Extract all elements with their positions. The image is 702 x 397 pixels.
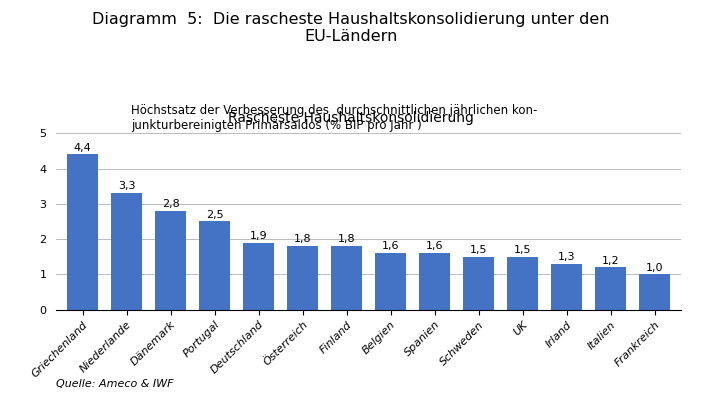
Bar <box>67 154 98 310</box>
Text: 2,8: 2,8 <box>161 199 180 209</box>
Text: Höchstsatz der Verbesserung des  durchschnittlichen jährlichen kon-
junkturberei: Höchstsatz der Verbesserung des durchsch… <box>131 104 538 132</box>
Text: 1,2: 1,2 <box>602 256 619 266</box>
Text: 1,3: 1,3 <box>558 252 576 262</box>
Text: 1,0: 1,0 <box>646 262 663 273</box>
Bar <box>551 264 582 310</box>
Bar <box>507 257 538 310</box>
Text: 1,6: 1,6 <box>382 241 399 251</box>
Text: 2,5: 2,5 <box>206 210 223 220</box>
Bar <box>331 246 362 310</box>
Bar <box>639 274 670 310</box>
Text: 1,5: 1,5 <box>514 245 531 255</box>
Bar <box>375 253 406 310</box>
Text: 1,6: 1,6 <box>426 241 443 251</box>
Text: 1,8: 1,8 <box>338 234 355 245</box>
Text: Diagramm  5:  Die rascheste Haushaltskonsolidierung unter den
EU-Ländern: Diagramm 5: Die rascheste Haushaltskonso… <box>92 12 610 44</box>
Text: 3,3: 3,3 <box>118 181 135 191</box>
Text: 1,8: 1,8 <box>293 234 312 245</box>
Bar <box>199 222 230 310</box>
Bar <box>595 267 626 310</box>
Text: 4,4: 4,4 <box>74 143 91 152</box>
Bar <box>243 243 274 310</box>
Text: 1,9: 1,9 <box>250 231 267 241</box>
Bar <box>419 253 450 310</box>
Bar <box>111 193 142 310</box>
Text: 1,5: 1,5 <box>470 245 487 255</box>
Bar <box>155 211 186 310</box>
Bar <box>287 246 318 310</box>
Text: Quelle: Ameco & IWF: Quelle: Ameco & IWF <box>56 379 173 389</box>
Bar <box>463 257 494 310</box>
Text: Rascheste Haushaltskonsolidierung: Rascheste Haushaltskonsolidierung <box>228 111 474 125</box>
